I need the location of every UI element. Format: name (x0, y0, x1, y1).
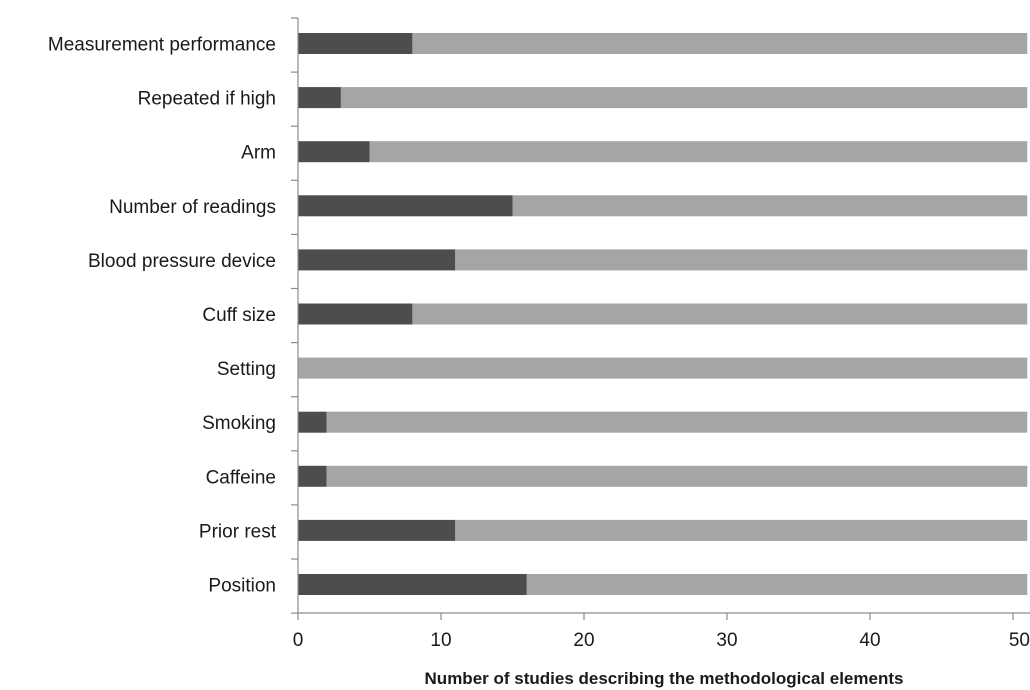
category-label: Number of readings (109, 197, 276, 218)
category-label: Arm (241, 143, 276, 164)
bar-segment-2-3 (369, 141, 1028, 163)
bar-segment-2-2 (340, 87, 1028, 109)
category-label: Measurement performance (48, 35, 276, 56)
category-label: Smoking (202, 413, 276, 434)
bar-segment-2-1 (412, 33, 1028, 54)
bar-segment-1-8 (298, 411, 327, 433)
category-label: Blood pressure device (88, 251, 276, 272)
category-label: Prior rest (199, 521, 277, 542)
x-tick-label: 0 (293, 630, 304, 651)
category-label: Caffeine (206, 467, 276, 488)
bar-segment-2-5 (455, 249, 1028, 271)
category-label: Setting (217, 359, 276, 380)
bar-segment-2-7 (298, 357, 1028, 379)
bar-segment-2-6 (412, 303, 1028, 325)
x-tick-label: 30 (716, 630, 737, 651)
x-axis-title: Number of studies describing the methodo… (425, 669, 904, 688)
bar-segment-1-11 (298, 574, 527, 595)
bar-segment-2-10 (455, 519, 1028, 541)
bar-segment-1-9 (298, 465, 327, 487)
x-tick-label: 10 (430, 630, 451, 651)
x-axis-ticks: 0 10 20 30 40 50 (293, 613, 1030, 651)
bar-segment-1-1 (298, 33, 413, 54)
bar-segment-1-4 (298, 195, 513, 217)
category-label: Position (208, 576, 276, 597)
bars-group (298, 33, 1028, 595)
category-labels: Measurement performance Repeated if high A… (48, 35, 277, 597)
bar-segment-1-3 (298, 141, 370, 163)
y-axis-ticks (291, 17, 298, 614)
bar-segment-2-4 (512, 195, 1028, 217)
bar-segment-1-6 (298, 303, 413, 325)
bar-segment-2-11 (526, 574, 1028, 595)
bar-segment-2-8 (326, 411, 1028, 433)
bar-segment-1-10 (298, 519, 456, 541)
x-tick-label: 40 (859, 630, 880, 651)
bar-segment-2-9 (326, 465, 1028, 487)
category-label: Repeated if high (138, 89, 276, 110)
x-tick-label: 50 (1009, 630, 1030, 651)
x-tick-label: 20 (573, 630, 594, 651)
bar-segment-1-2 (298, 87, 341, 109)
bar-segment-1-5 (298, 249, 456, 271)
category-label: Cuff size (202, 305, 276, 326)
